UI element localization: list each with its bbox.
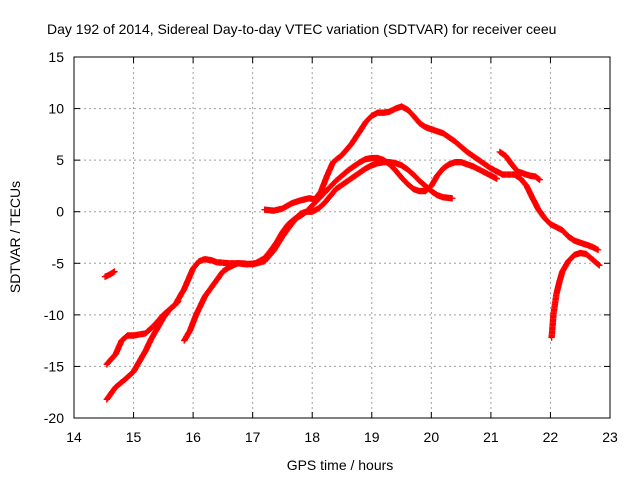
x-tick-label: 17 <box>245 429 261 445</box>
x-tick-label: 23 <box>602 429 618 445</box>
y-tick-label: 5 <box>56 152 64 168</box>
data-point-marks <box>103 298 182 403</box>
data-point-marks <box>261 103 602 254</box>
y-tick-label: 15 <box>48 49 64 65</box>
x-tick-label: 15 <box>126 429 142 445</box>
y-tick-label: 10 <box>48 101 64 117</box>
series-arc-e <box>261 103 602 254</box>
x-tick-label: 14 <box>66 429 82 445</box>
x-tick-label: 20 <box>424 429 440 445</box>
data-point-marks <box>548 249 603 341</box>
x-tick-label: 19 <box>364 429 380 445</box>
y-tick-label: -5 <box>52 255 65 271</box>
x-tick-label: 22 <box>543 429 559 445</box>
axis-ticks <box>73 56 611 419</box>
series-arc-c <box>103 298 182 403</box>
x-tick-label: 16 <box>185 429 201 445</box>
y-tick-label: -10 <box>44 307 64 323</box>
y-tick-label: -20 <box>44 410 64 426</box>
data-point-marks <box>181 154 500 344</box>
series-arc-f <box>496 148 543 183</box>
series-arc-g <box>548 249 603 341</box>
plot-frame <box>73 56 611 419</box>
series-arc-a <box>101 268 118 280</box>
data-point-marks <box>101 268 118 280</box>
y-tick-label: 0 <box>56 204 64 220</box>
y-tick-label: -15 <box>44 358 64 374</box>
x-tick-label: 21 <box>483 429 499 445</box>
grid <box>74 57 610 418</box>
y-axis-label: SDTVAR / TECUs <box>7 181 23 293</box>
chart-title: Day 192 of 2014, Sidereal Day-to-day VTE… <box>47 21 556 37</box>
x-tick-labels: 14 15 16 17 18 19 20 21 22 23 <box>66 429 618 445</box>
y-tick-labels: -20 -15 -10 -5 0 5 10 15 <box>44 49 64 426</box>
x-tick-label: 18 <box>304 429 320 445</box>
data-point-marks <box>496 148 543 183</box>
series-arc-d <box>181 154 500 344</box>
data-marks <box>101 103 603 403</box>
x-axis-label: GPS time / hours <box>287 457 394 473</box>
